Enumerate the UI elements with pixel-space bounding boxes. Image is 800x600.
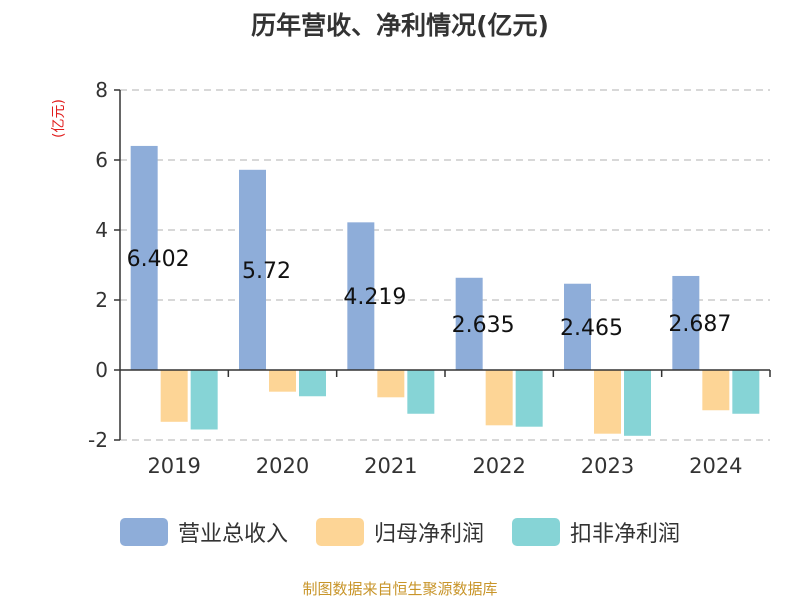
x-tick-label: 2022	[472, 454, 525, 478]
data-label: 2.465	[560, 316, 623, 341]
data-label: 5.72	[242, 259, 291, 284]
bar-3	[190, 370, 218, 430]
bar-1	[239, 169, 266, 370]
legend-item[interactable]: 扣非净利润	[512, 516, 680, 548]
legend-swatch	[315, 518, 364, 546]
bar-2	[160, 370, 188, 422]
bar-3	[407, 370, 435, 414]
y-tick-label: 4	[95, 218, 108, 242]
data-label: 2.687	[668, 312, 731, 337]
x-tick-label: 2024	[689, 454, 742, 478]
y-tick-label: 8	[95, 78, 108, 102]
legend-item[interactable]: 归母净利润	[315, 516, 484, 548]
legend-label: 扣非净利润	[570, 522, 681, 547]
legend: 营业总收入 归母净利润 扣非净利润	[0, 516, 800, 548]
y-tick-label: 2	[95, 288, 108, 312]
bar-3	[732, 370, 760, 414]
bar-2	[702, 370, 730, 411]
x-tick-label: 2021	[364, 454, 417, 478]
bar-1	[347, 222, 375, 370]
y-tick-label: 6	[95, 148, 108, 172]
x-tick-label: 2019	[147, 454, 200, 478]
bar-1	[564, 283, 591, 370]
legend-swatch	[119, 518, 168, 546]
x-tick-label: 2023	[581, 454, 634, 478]
legend-label: 归母净利润	[373, 522, 484, 547]
bar-1	[672, 275, 700, 370]
data-label: 4.219	[343, 285, 406, 310]
x-tick-label: 2020	[256, 454, 309, 478]
bar-2	[377, 370, 405, 398]
bar-2	[269, 370, 296, 392]
bar-2	[485, 370, 513, 426]
source-note: 制图数据来自恒生聚源数据库	[302, 580, 498, 598]
chart-title: 历年营收、净利情况(亿元)	[251, 11, 549, 40]
bar-3	[624, 370, 651, 436]
y-tick-label: 0	[95, 358, 108, 382]
data-label: 2.635	[452, 313, 515, 338]
bar-2	[594, 370, 621, 434]
bar-1	[130, 145, 158, 370]
y-tick-label: -2	[88, 428, 108, 452]
legend-swatch	[512, 518, 560, 546]
bar-1	[455, 277, 483, 370]
legend-label: 营业总收入	[177, 522, 288, 547]
bar-3	[515, 370, 543, 427]
bar-3	[299, 370, 326, 397]
data-label: 6.402	[127, 247, 190, 272]
legend-item[interactable]: 营业总收入	[119, 516, 288, 548]
